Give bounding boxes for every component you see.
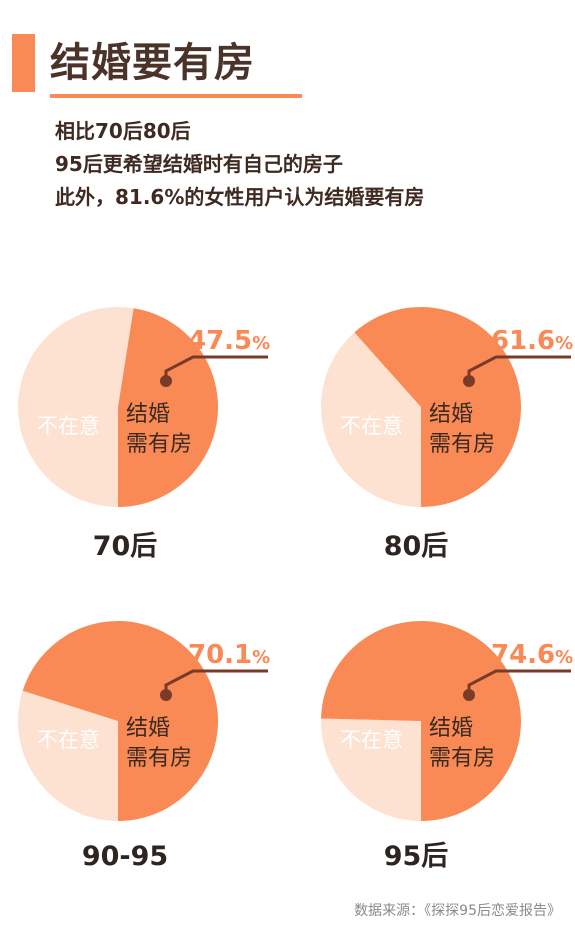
chart-caption: 80后 — [384, 531, 449, 562]
slice-label-need-house: 结婚 — [429, 402, 473, 427]
pie-slice-need-house — [22, 621, 218, 821]
value-label: 70.1% — [188, 640, 270, 670]
subtitle-line-3: 此外，81.6%的女性用户认为结婚要有房 — [55, 185, 425, 209]
chart-caption: 70后 — [93, 531, 158, 562]
data-source-note: 数据来源：《探探95后恋爱报告》 — [354, 903, 561, 919]
subtitle-line-1: 相比70后80后 — [55, 119, 191, 143]
value-label: 47.5% — [188, 326, 270, 356]
pie-slice-need-house — [354, 306, 522, 507]
page-title: 结婚要有房 — [50, 40, 255, 86]
slice-label-need-house: 需有房 — [126, 746, 192, 771]
slice-label-need-house: 需有房 — [126, 432, 192, 457]
slice-label-not-care: 不在意 — [340, 414, 403, 438]
slice-label-need-house: 结婚 — [429, 716, 473, 741]
value-label: 61.6% — [491, 326, 573, 356]
slice-label-need-house: 需有房 — [429, 432, 495, 457]
slice-label-not-care: 不在意 — [37, 414, 100, 438]
pie-slice-not-care — [17, 307, 134, 507]
slice-label-not-care: 不在意 — [37, 728, 100, 752]
leader-dot — [160, 375, 172, 387]
title-underline — [50, 94, 302, 98]
title-accent-bar — [12, 34, 35, 92]
pie-slice-not-care — [18, 690, 118, 821]
chart-caption: 90-95 — [82, 841, 168, 872]
chart-caption: 95后 — [384, 841, 449, 872]
slice-label-not-care: 不在意 — [340, 728, 403, 752]
pie-slice-need-house — [321, 621, 521, 821]
slice-label-need-house: 需有房 — [429, 746, 495, 771]
slice-label-need-house: 结婚 — [126, 402, 170, 427]
leader-dot — [463, 689, 475, 701]
value-label: 74.6% — [491, 640, 573, 670]
pie-slice-not-care — [321, 718, 421, 821]
leader-dot — [463, 375, 475, 387]
pie-slice-not-care — [321, 332, 421, 507]
leader-dot — [160, 689, 172, 701]
slice-label-need-house: 结婚 — [126, 716, 170, 741]
subtitle-line-2: 95后更希望结婚时有自己的房子 — [55, 152, 343, 176]
